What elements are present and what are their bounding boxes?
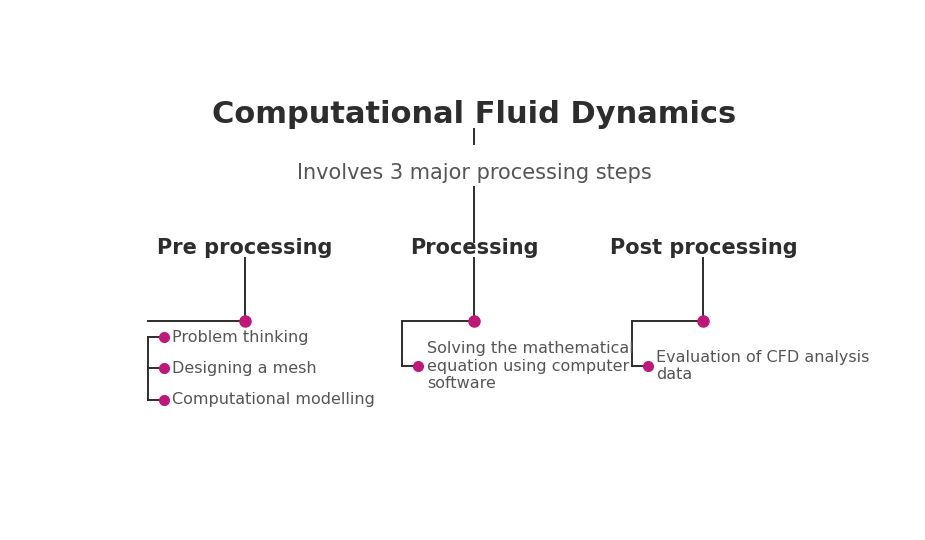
Text: Processing: Processing — [410, 238, 538, 258]
Text: Designing a mesh: Designing a mesh — [172, 361, 317, 376]
Text: Post processing: Post processing — [610, 238, 797, 258]
Text: Computational modelling: Computational modelling — [172, 392, 376, 407]
Text: Computational Fluid Dynamics: Computational Fluid Dynamics — [212, 100, 736, 129]
Text: Solving the mathematical
equation using computer
software: Solving the mathematical equation using … — [426, 341, 634, 391]
Text: Evaluation of CFD analysis
data: Evaluation of CFD analysis data — [656, 350, 869, 382]
Text: Problem thinking: Problem thinking — [172, 329, 309, 345]
Text: Pre processing: Pre processing — [157, 238, 332, 258]
Text: Involves 3 major processing steps: Involves 3 major processing steps — [297, 163, 651, 183]
